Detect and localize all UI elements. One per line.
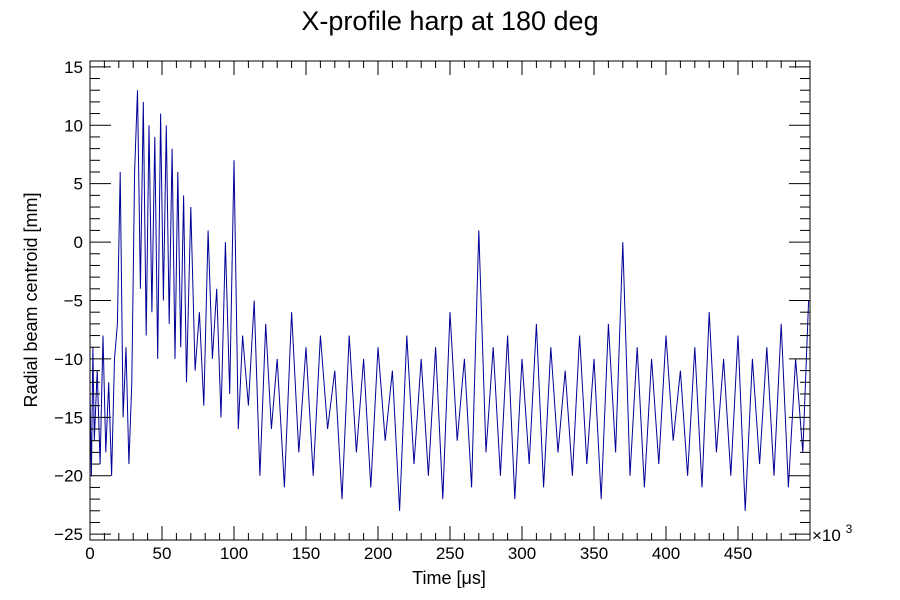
x-axis-multiplier: ×10 3 (812, 522, 853, 545)
y-axis-title: Radial beam centroid [mm] (21, 192, 41, 407)
y-tick-label: 0 (74, 233, 83, 252)
x-tick-label: 150 (292, 544, 320, 563)
x-tick-label: 100 (220, 544, 248, 563)
x-tick-label: 400 (652, 544, 680, 563)
x-tick-label: 450 (724, 544, 752, 563)
plot-frame (89, 60, 811, 541)
y-tick-label: −20 (54, 467, 83, 486)
x-axis-title: Time [μs] (412, 568, 486, 588)
y-tick-label: 5 (74, 175, 83, 194)
x-tick-label: 250 (436, 544, 464, 563)
series-layer (89, 90, 810, 511)
x-tick-label: 300 (508, 544, 536, 563)
y-tick-label: −25 (54, 525, 83, 544)
chart-title: X-profile harp at 180 deg (301, 6, 598, 36)
y-tick-label: 15 (64, 58, 83, 77)
y-tick-label: −10 (54, 350, 83, 369)
y-tick-label: −15 (54, 408, 83, 427)
ticks-layer: 0 50 100 150 200 250 300 350 400 450−25−20−15−10−… (54, 58, 810, 563)
x-tick-label: 200 (364, 544, 392, 563)
x-tick-label: 0 (85, 544, 94, 563)
x-tick-label: 50 (153, 544, 172, 563)
x-axis-multiplier-exponent: 3 (846, 522, 853, 536)
x-tick-label: 350 (580, 544, 608, 563)
y-tick-label: 10 (64, 116, 83, 135)
y-tick-label: −5 (64, 292, 83, 311)
x-axis-multiplier-base: ×10 (812, 526, 841, 545)
series-line-0 (89, 90, 810, 511)
